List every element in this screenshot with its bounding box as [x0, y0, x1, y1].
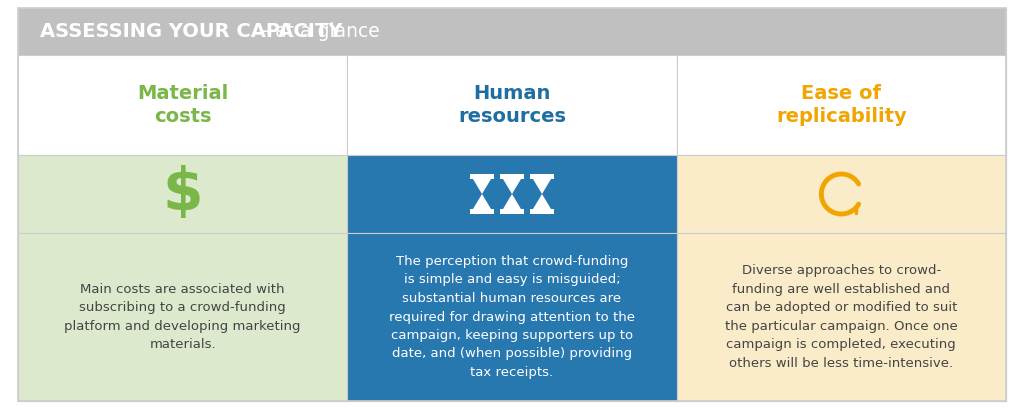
Bar — [347, 233, 677, 401]
Text: Diverse approaches to crowd-
funding are well established and
can be adopted or : Diverse approaches to crowd- funding are… — [725, 264, 957, 370]
Bar — [18, 55, 1006, 401]
Polygon shape — [531, 176, 553, 212]
Bar — [18, 155, 347, 233]
Bar — [501, 174, 523, 179]
Bar — [501, 209, 523, 214]
Bar — [18, 55, 347, 155]
Polygon shape — [501, 176, 523, 212]
Polygon shape — [471, 176, 493, 212]
Bar — [470, 209, 494, 214]
Bar — [677, 155, 1006, 233]
Text: ASSESSING YOUR CAPACITY: ASSESSING YOUR CAPACITY — [40, 22, 342, 41]
Bar — [347, 55, 677, 155]
Bar — [347, 155, 677, 233]
Text: Material
costs: Material costs — [137, 84, 228, 126]
Bar — [677, 55, 1006, 155]
Text: Human
resources: Human resources — [458, 84, 566, 126]
Text: Main costs are associated with
subscribing to a crowd-funding
platform and devel: Main costs are associated with subscribi… — [65, 283, 301, 351]
Bar — [530, 174, 554, 179]
Text: $: $ — [163, 166, 203, 222]
Bar — [530, 209, 554, 214]
Bar — [18, 8, 1006, 55]
Text: – at a glance: – at a glance — [254, 22, 380, 41]
Bar — [18, 233, 347, 401]
Bar — [470, 174, 494, 179]
Text: Ease of
replicability: Ease of replicability — [776, 84, 906, 126]
Bar — [677, 233, 1006, 401]
Text: The perception that crowd-funding
is simple and easy is misguided;
substantial h: The perception that crowd-funding is sim… — [389, 255, 635, 379]
